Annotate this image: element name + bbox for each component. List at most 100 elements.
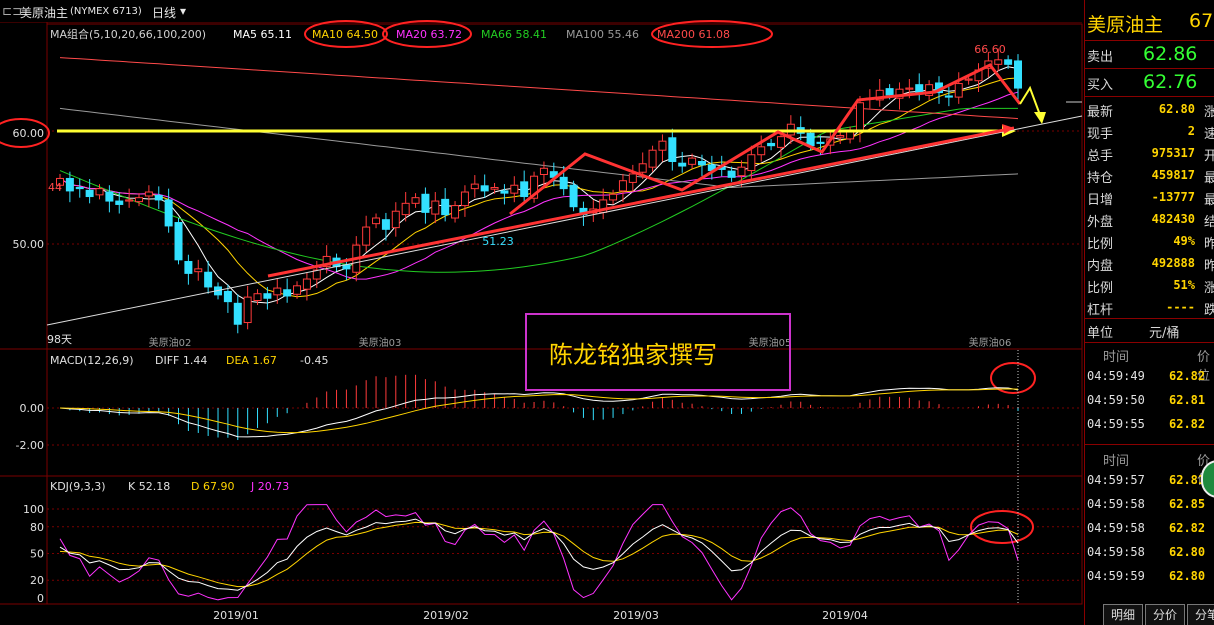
candle-body	[441, 198, 450, 216]
kdj-axis-tick: 100	[23, 503, 44, 516]
projection-arrow	[1019, 85, 1041, 116]
divider	[1085, 444, 1214, 445]
quote-row: 最新 62.80 涨	[1085, 98, 1214, 120]
candle-body	[144, 191, 153, 197]
candle-body	[520, 181, 529, 198]
macd-dea-line	[59, 388, 1019, 434]
candle-body	[836, 135, 845, 138]
support-trend-line	[267, 126, 1015, 278]
x-axis-label: 2019/01	[213, 609, 259, 622]
window-menu-icon[interactable]: ⊏⊐	[2, 4, 23, 18]
candle-body	[233, 302, 242, 325]
candle-body	[362, 226, 371, 246]
quote-row-cut-label: 涨	[1204, 101, 1214, 120]
candle-body	[65, 177, 74, 192]
price-axis-tick: 60.00	[13, 127, 45, 140]
ma5-line	[59, 66, 1019, 304]
author-annotation-text: 陈龙铭独家撰写	[549, 341, 717, 369]
left-mark-label: 44	[48, 181, 62, 194]
macd-dea-label: DEA 1.67	[226, 354, 277, 367]
highlight-ellipse	[0, 118, 50, 148]
candle-body	[154, 194, 163, 201]
macd-diff-label: DIFF 1.44	[155, 354, 207, 367]
candle-body	[490, 187, 499, 190]
candle-body	[273, 287, 282, 296]
candle-body	[135, 197, 144, 203]
candle-body	[283, 289, 292, 297]
ma-legend-item: MA10 64.50	[312, 28, 378, 41]
kdj-k-line	[59, 518, 1019, 591]
instrument-name: 美原油主	[20, 6, 69, 20]
candle-body	[381, 219, 390, 230]
candle-body	[460, 191, 469, 207]
candle-body	[875, 89, 884, 101]
quote-row-label: 比例	[1087, 237, 1114, 252]
quote-row-cut-label: 昨	[1204, 255, 1214, 274]
tick-time: 04:59:59	[1087, 569, 1145, 583]
candle-body	[727, 170, 736, 178]
quote-row: 现手 2速	[1085, 120, 1214, 142]
kdj-d-label: D 67.90	[191, 480, 234, 493]
quote-row-label: 最新	[1087, 105, 1114, 120]
tick-row: 04:59:50 62.81	[1085, 390, 1214, 412]
quote-row-label: 持仓	[1087, 171, 1114, 186]
tick-time: 04:59:58	[1087, 521, 1145, 535]
quote-row-value: 62.80	[1158, 102, 1195, 116]
candle-body	[115, 200, 124, 205]
quote-row-cut-label: 开	[1204, 145, 1214, 164]
tick-time: 04:59:57	[1087, 473, 1145, 487]
tick-row: 04:59:55 62.82	[1085, 414, 1214, 436]
quote-row: 日增 -13777 最	[1085, 186, 1214, 208]
highlight-ellipse	[651, 20, 773, 48]
ma200-line	[59, 57, 1019, 120]
sell-label: 卖出	[1087, 50, 1114, 65]
quote-row-label: 总手	[1087, 149, 1114, 164]
buy-label: 买入	[1087, 78, 1114, 93]
contract-label: 美原油06	[969, 336, 1012, 349]
tick-price: 62.81	[1169, 393, 1206, 407]
ma-legend-item: MA20 63.72	[396, 28, 462, 41]
quote-row-label: 现手	[1087, 127, 1114, 142]
candle-body	[421, 193, 430, 213]
ma-legend-item: MA100 55.46	[566, 28, 639, 41]
macd-axis-tick: -2.00	[16, 439, 44, 452]
chart-area: MA组合(5,10,20,66,100,200) MA5 65.11 MA10 64…	[0, 20, 1083, 622]
quote-row-value: ----	[1166, 300, 1195, 314]
candle-body	[539, 167, 548, 176]
divider	[1085, 68, 1214, 69]
quote-row-cut-label: 结	[1204, 211, 1214, 230]
tick-time: 04:59:49	[1087, 369, 1145, 383]
kdj-axis-tick: 0	[37, 592, 44, 605]
low-mark-label: 51.23	[482, 235, 514, 248]
quote-row: 内盘 492888 昨	[1085, 252, 1214, 274]
candle-body	[767, 142, 776, 147]
candle-body	[530, 175, 539, 199]
tick-row: 04:59:58 62.82	[1085, 518, 1214, 540]
chevron-down-icon[interactable]: ▾	[180, 4, 187, 18]
tab-price-distribution[interactable]: 分价	[1145, 604, 1185, 625]
divider	[1085, 40, 1214, 41]
candle-body	[954, 83, 963, 98]
candle-body	[964, 78, 973, 81]
candle-body	[125, 199, 134, 202]
price-axis-tick: 50.00	[13, 238, 45, 251]
quote-title-cut: 67	[1189, 10, 1214, 32]
days-label: 98天	[47, 333, 72, 346]
tab-tick-trades[interactable]: 分笔	[1187, 604, 1214, 625]
tick-row: 04:59:58 62.80	[1085, 542, 1214, 564]
quote-row: 杠杆 ---- 跌	[1085, 296, 1214, 318]
candle-body	[925, 84, 934, 96]
period-selector[interactable]: 日线	[152, 6, 177, 20]
quote-panel: 美原油主 67 卖出 62.86 买入 62.76 最新62.80涨现手2速总手…	[1084, 0, 1214, 625]
tick-time: 04:59:58	[1087, 545, 1145, 559]
instrument-code: (NYMEX 6713)	[70, 6, 142, 17]
buy-value: 62.76	[1143, 71, 1198, 93]
ma-legend-item: MA66 58.41	[481, 28, 547, 41]
candle-body	[56, 177, 64, 186]
tick-time: 04:59:55	[1087, 417, 1145, 431]
quote-row: 持仓 459817 最	[1085, 164, 1214, 186]
high-mark-label: 66.60	[974, 43, 1006, 56]
candle-body	[618, 180, 627, 192]
quote-row: 比例 51% 涨	[1085, 274, 1214, 296]
tab-detail[interactable]: 明细	[1103, 604, 1143, 625]
